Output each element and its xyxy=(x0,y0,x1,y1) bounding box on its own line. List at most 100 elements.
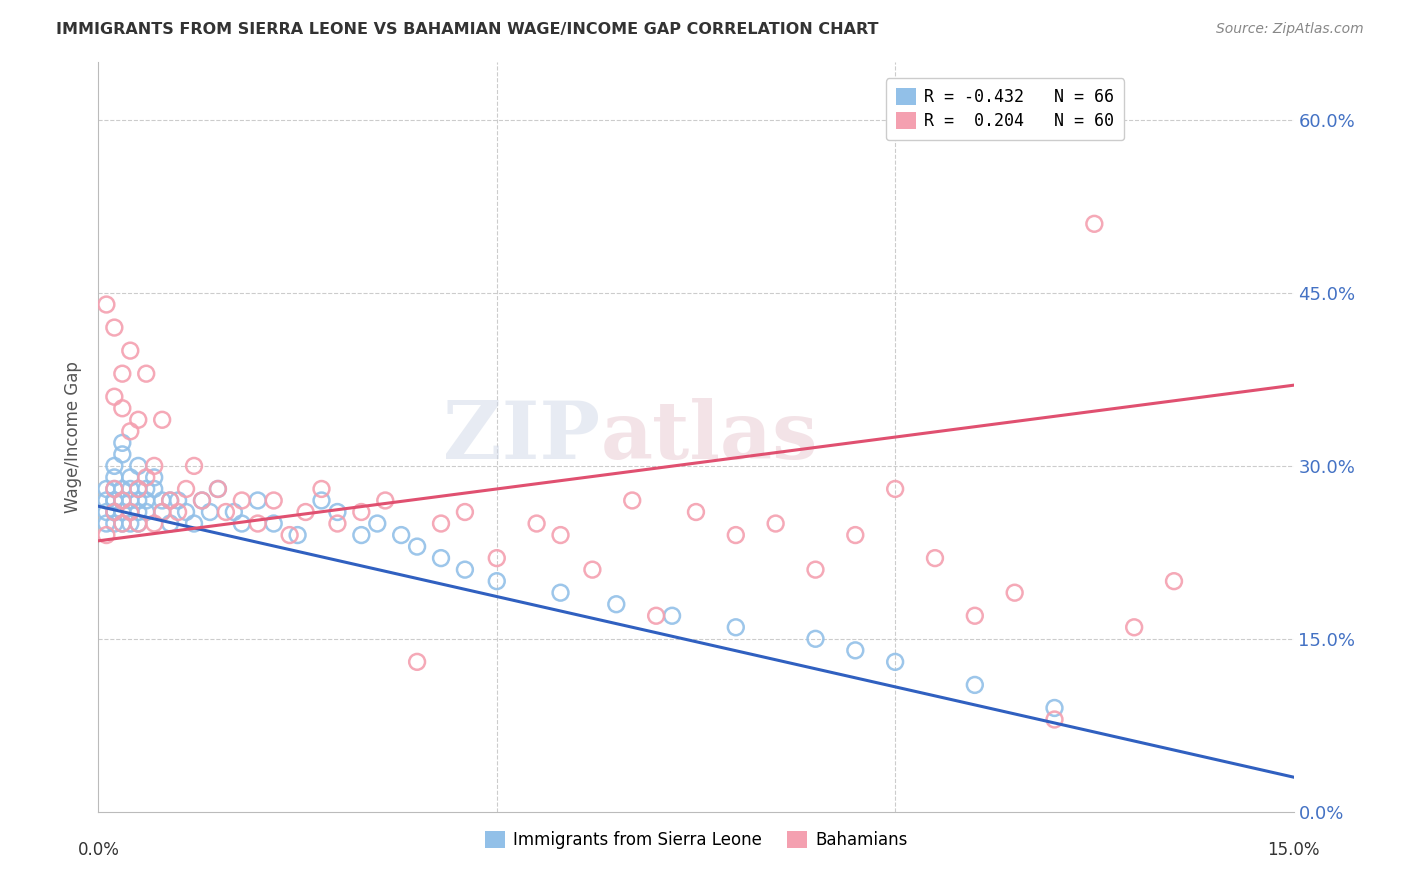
Point xyxy=(127,482,149,496)
Point xyxy=(143,470,166,484)
Point xyxy=(120,343,142,358)
Point xyxy=(111,505,134,519)
Point xyxy=(454,563,477,577)
Point xyxy=(111,447,134,461)
Point xyxy=(167,505,190,519)
Point xyxy=(111,493,134,508)
Text: 15.0%: 15.0% xyxy=(1267,840,1320,858)
Point xyxy=(96,528,118,542)
Point xyxy=(135,482,157,496)
Point xyxy=(661,608,683,623)
Point xyxy=(96,493,118,508)
Point xyxy=(326,516,349,531)
Point xyxy=(844,528,866,542)
Legend: Immigrants from Sierra Leone, Bahamians: Immigrants from Sierra Leone, Bahamians xyxy=(478,824,914,855)
Text: IMMIGRANTS FROM SIERRA LEONE VS BAHAMIAN WAGE/INCOME GAP CORRELATION CHART: IMMIGRANTS FROM SIERRA LEONE VS BAHAMIAN… xyxy=(56,22,879,37)
Point xyxy=(1004,585,1026,599)
Point xyxy=(1043,713,1066,727)
Point xyxy=(350,528,373,542)
Point xyxy=(454,505,477,519)
Point xyxy=(127,516,149,531)
Point xyxy=(430,516,453,531)
Point xyxy=(174,505,197,519)
Point xyxy=(884,655,907,669)
Point xyxy=(765,516,787,531)
Point xyxy=(150,505,173,519)
Point xyxy=(724,528,747,542)
Point xyxy=(963,678,986,692)
Point xyxy=(350,505,373,519)
Point xyxy=(804,563,827,577)
Point xyxy=(246,516,269,531)
Point xyxy=(311,482,333,496)
Point xyxy=(103,482,125,496)
Point xyxy=(485,574,508,589)
Point xyxy=(605,597,627,611)
Y-axis label: Wage/Income Gap: Wage/Income Gap xyxy=(65,361,83,513)
Point xyxy=(143,482,166,496)
Point xyxy=(685,505,707,519)
Point xyxy=(103,516,125,531)
Point xyxy=(326,505,349,519)
Point xyxy=(1163,574,1185,589)
Point xyxy=(150,505,173,519)
Point xyxy=(120,505,142,519)
Point xyxy=(111,493,134,508)
Point xyxy=(215,505,238,519)
Point xyxy=(183,516,205,531)
Point xyxy=(311,493,333,508)
Point xyxy=(111,516,134,531)
Point xyxy=(120,482,142,496)
Point xyxy=(278,528,301,542)
Point xyxy=(844,643,866,657)
Point xyxy=(430,551,453,566)
Point xyxy=(191,493,214,508)
Point xyxy=(406,655,429,669)
Point xyxy=(127,458,149,473)
Point xyxy=(127,413,149,427)
Point xyxy=(120,493,142,508)
Point xyxy=(159,516,181,531)
Point xyxy=(366,516,388,531)
Point xyxy=(103,493,125,508)
Point xyxy=(120,470,142,484)
Point xyxy=(621,493,644,508)
Point xyxy=(207,482,229,496)
Point xyxy=(191,493,214,508)
Point xyxy=(222,505,245,519)
Point xyxy=(103,482,125,496)
Point xyxy=(198,505,221,519)
Point xyxy=(111,367,134,381)
Point xyxy=(120,516,142,531)
Point xyxy=(135,470,157,484)
Point xyxy=(103,390,125,404)
Point xyxy=(167,493,190,508)
Point xyxy=(135,493,157,508)
Point xyxy=(550,528,572,542)
Point xyxy=(294,505,316,519)
Point xyxy=(96,297,118,311)
Point xyxy=(645,608,668,623)
Point xyxy=(263,493,285,508)
Point xyxy=(96,516,118,531)
Point xyxy=(804,632,827,646)
Point xyxy=(581,563,603,577)
Point xyxy=(724,620,747,634)
Point xyxy=(96,505,118,519)
Point xyxy=(924,551,946,566)
Point xyxy=(103,505,125,519)
Point xyxy=(207,482,229,496)
Point xyxy=(127,482,149,496)
Point xyxy=(550,585,572,599)
Point xyxy=(103,493,125,508)
Point xyxy=(963,608,986,623)
Point xyxy=(127,505,149,519)
Point xyxy=(143,458,166,473)
Point xyxy=(159,493,181,508)
Point xyxy=(246,493,269,508)
Point xyxy=(389,528,412,542)
Text: atlas: atlas xyxy=(600,398,818,476)
Point xyxy=(150,413,173,427)
Point xyxy=(159,493,181,508)
Point xyxy=(103,505,125,519)
